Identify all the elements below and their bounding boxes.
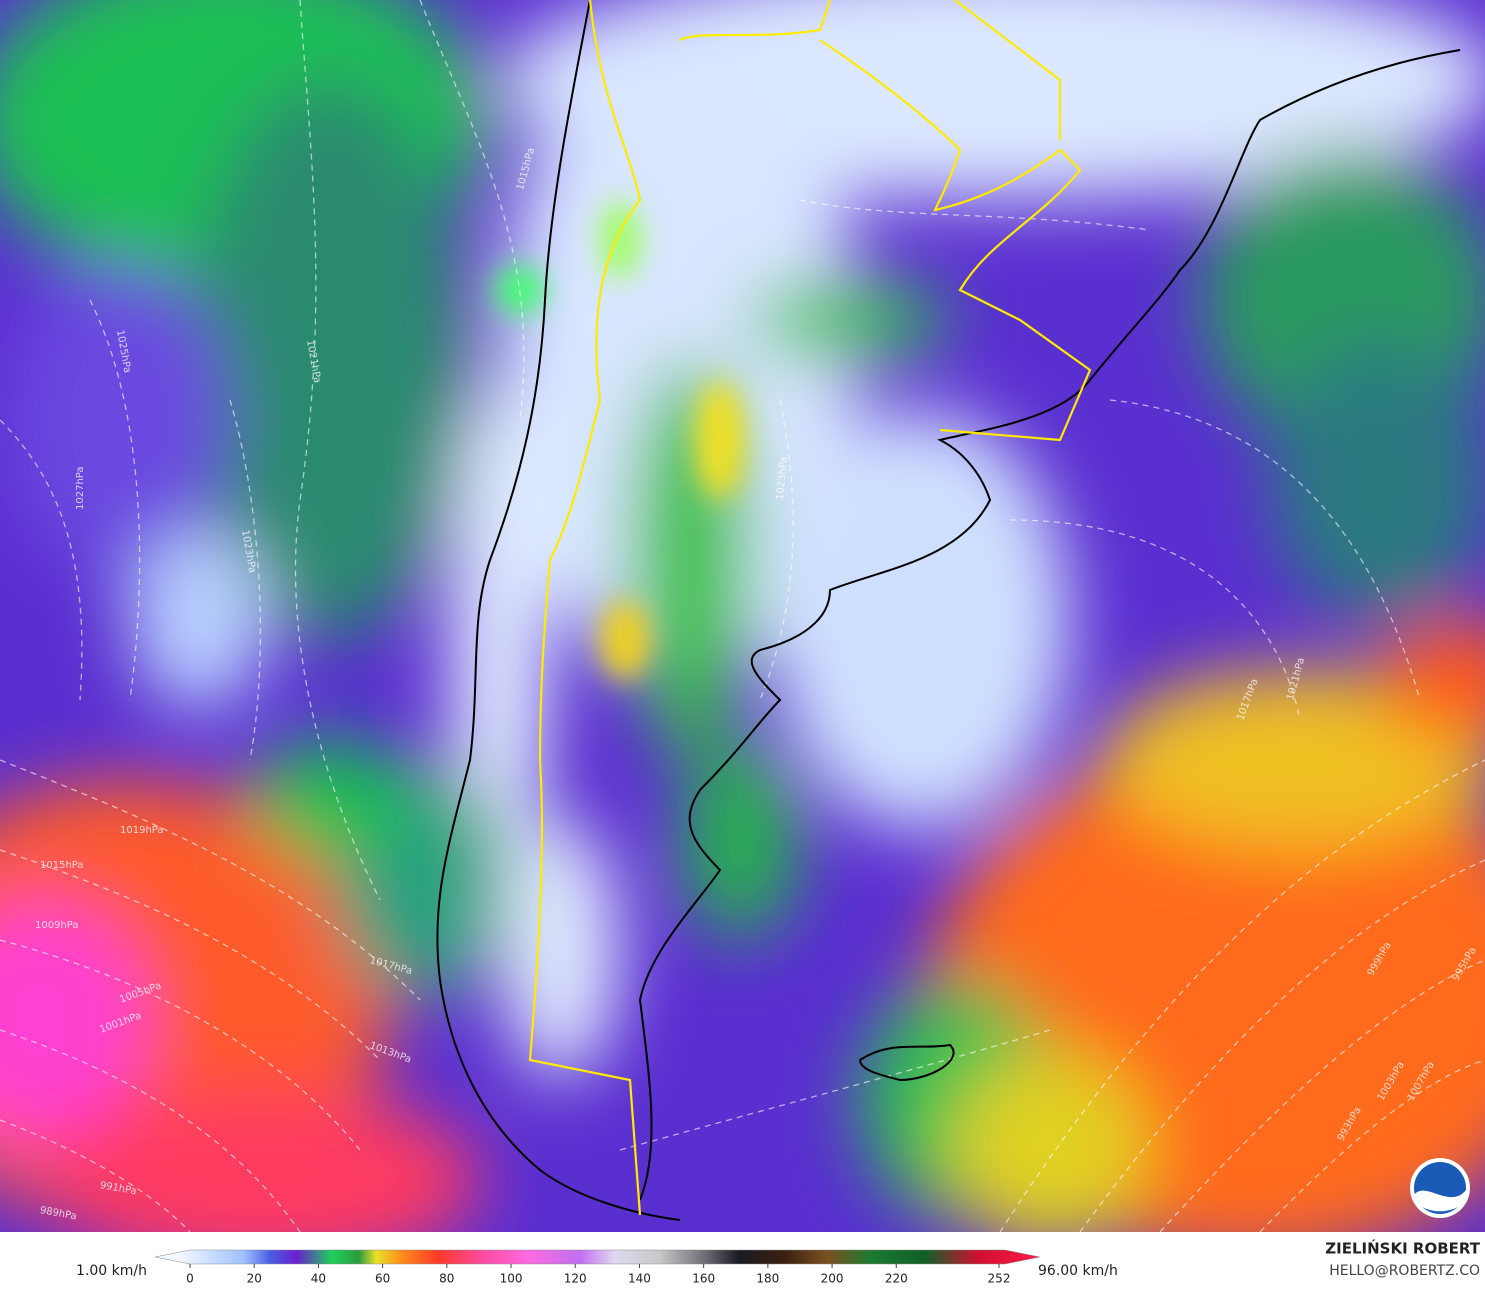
colorbar-tick-label: 20: [247, 1272, 262, 1286]
colorbar-tick-label: 60: [375, 1272, 390, 1286]
borders: [528, 0, 1092, 1216]
colorbar: [154, 1249, 1041, 1265]
colorbar-tick-label: 180: [756, 1272, 779, 1286]
isobar-label: 1015hPa: [40, 860, 84, 871]
noaa-logo: [1410, 1158, 1470, 1218]
isobar-label: 1027hPa: [75, 467, 86, 511]
colorbar-ticks: 0 20 40 60 80 100 120 140 160 180 200 220 252: [186, 1264, 1010, 1286]
contact: HELLO@ROBERTZ.CO: [1329, 1263, 1480, 1279]
colorbar-max-label: 96.00 km/h: [1038, 1263, 1118, 1279]
author: ZIELIŃSKI ROBERT: [1325, 1239, 1480, 1258]
colorbar-tick-label: 200: [821, 1272, 844, 1286]
isobar-label: 1019hPa: [120, 825, 164, 836]
isobar-label: 1023hPa: [775, 456, 790, 500]
colorbar-tick-label: 140: [628, 1272, 651, 1286]
colorbar-tick-label: 252: [988, 1272, 1011, 1286]
colorbar-tick-label: 100: [500, 1272, 523, 1286]
isobar-lines: [0, 0, 1485, 1232]
colorbar-tick-label: 80: [439, 1272, 454, 1286]
isobar-label: 1009hPa: [35, 920, 79, 931]
falklands: [858, 1043, 955, 1082]
coastline: [436, 0, 1461, 1221]
colorbar-tick-label: 160: [692, 1272, 715, 1286]
colorbar-tick-label: 40: [311, 1272, 326, 1286]
colorbar-tick-label: 0: [186, 1272, 194, 1286]
colorbar-tick-label: 120: [564, 1272, 587, 1286]
colorbar-tick-label: 220: [885, 1272, 908, 1286]
colorbar-min-label: 1.00 km/h: [76, 1263, 147, 1279]
